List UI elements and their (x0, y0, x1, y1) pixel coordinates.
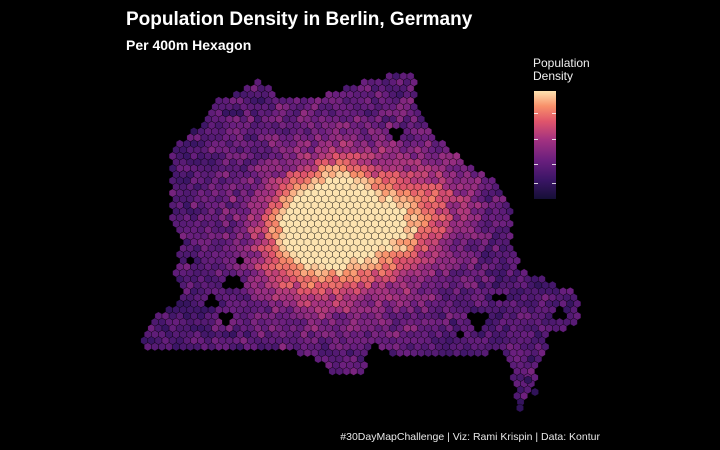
hexagon-cell (516, 397, 525, 407)
legend-title-line2: Density (533, 69, 574, 83)
legend-tick (534, 139, 538, 140)
hexagon-cell (396, 348, 404, 358)
legend-colorbar (534, 91, 556, 199)
legend-tick (552, 183, 556, 184)
legend-tick (534, 164, 538, 165)
hexagon-cell (303, 348, 312, 358)
legend-title-line1: Population (533, 56, 590, 70)
hexagon-cell (403, 348, 411, 358)
hexagon-cell (431, 348, 440, 358)
hexagon-cell (481, 348, 489, 358)
hexagon-cell (516, 403, 524, 413)
legend-title: Population Density (533, 57, 623, 83)
hexagon-cell (474, 348, 482, 358)
hexagon-cell (467, 348, 475, 358)
hexagon-cell (445, 348, 454, 358)
legend-tick (552, 139, 556, 140)
hexagon-cell (389, 348, 397, 358)
legend: Population Density (533, 57, 623, 199)
hexagon-cell (296, 348, 305, 358)
hexagon-cell (531, 387, 539, 397)
legend-tick (534, 113, 538, 114)
hexagon-cell (559, 323, 567, 333)
hexagon-cell (570, 317, 578, 327)
map-title: Population Density in Berlin, Germany (126, 9, 473, 30)
legend-tick (534, 183, 538, 184)
map-subtitle: Per 400m Hexagon (126, 37, 252, 53)
hexagon-cell (552, 323, 560, 333)
hexagon-cell (452, 348, 461, 358)
hexagon-cell (460, 348, 468, 358)
legend-tick (552, 113, 556, 114)
hexagon-cell (424, 348, 432, 358)
legend-tick (552, 164, 556, 165)
hexagon-cell (357, 366, 365, 376)
hexagon-cell (417, 348, 425, 358)
caption: #30DayMapChallenge | Viz: Rami Krispin |… (340, 431, 600, 443)
hexagon-cell (438, 348, 447, 358)
hexagon-cell (410, 348, 418, 358)
hexagon-cell (495, 287, 503, 296)
hexagon-cell (524, 375, 532, 385)
hexagon-cell (392, 121, 401, 130)
